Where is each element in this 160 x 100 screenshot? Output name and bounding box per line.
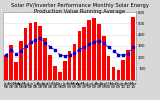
Point (83, 46, 86, 48)
Bar (14, 62, 18, 80)
Bar (68, 51, 71, 80)
Point (15, 53, 17, 55)
Point (20, 50, 22, 52)
Point (68, 54, 71, 56)
Bar (19, 42, 23, 80)
Bar (63, 61, 67, 80)
Bar (78, 31, 81, 80)
Point (107, 47, 110, 48)
Point (24, 46, 27, 47)
Bar (43, 38, 47, 80)
Bar (24, 28, 28, 80)
Point (5, 54, 7, 56)
Point (93, 41, 95, 42)
Point (10, 49, 12, 51)
Text: Solar PV/Inverter Performance Monthly Solar Energy Production Value Running Aver: Solar PV/Inverter Performance Monthly So… (11, 3, 149, 14)
Point (54, 49, 56, 51)
Bar (48, 55, 52, 80)
Bar (53, 66, 57, 80)
Bar (126, 50, 130, 80)
Point (34, 39, 37, 40)
Point (103, 42, 105, 44)
Bar (97, 24, 101, 80)
Bar (4, 55, 8, 80)
Bar (121, 60, 125, 80)
Point (29, 42, 32, 43)
Point (39, 37, 42, 39)
Point (73, 53, 76, 54)
Point (44, 42, 46, 44)
Bar (58, 72, 62, 80)
Point (132, 46, 134, 48)
Bar (87, 20, 91, 80)
Bar (9, 45, 13, 80)
Bar (92, 18, 96, 80)
Point (98, 40, 100, 42)
Point (117, 54, 120, 55)
Bar (112, 67, 115, 80)
Bar (29, 23, 32, 80)
Bar (73, 44, 76, 80)
Bar (117, 70, 120, 80)
Point (63, 55, 66, 57)
Point (59, 54, 61, 56)
Bar (102, 36, 106, 80)
Point (112, 50, 115, 51)
Bar (82, 27, 86, 80)
Point (127, 53, 129, 55)
Point (122, 55, 125, 56)
Point (49, 46, 51, 48)
Bar (38, 26, 42, 80)
Bar (131, 17, 135, 80)
Point (88, 43, 90, 45)
Bar (107, 56, 111, 80)
Point (78, 49, 81, 50)
Bar (34, 22, 37, 80)
